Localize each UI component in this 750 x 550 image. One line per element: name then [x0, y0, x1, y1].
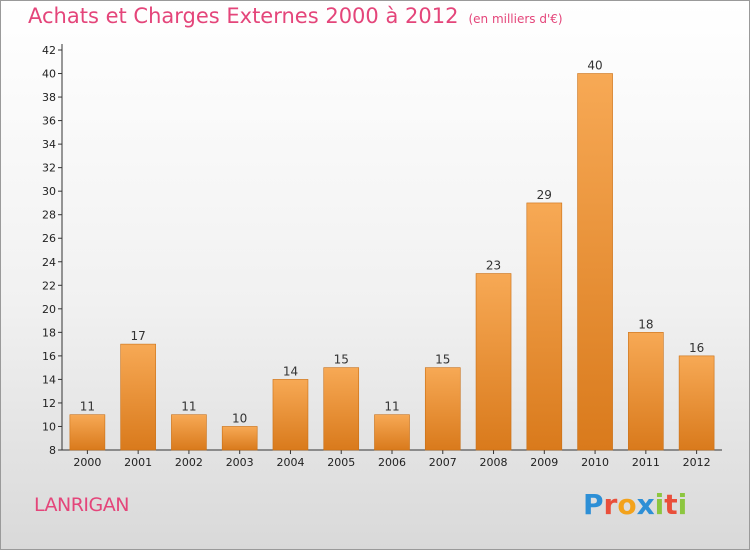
logo-letter: o	[617, 488, 637, 521]
bar	[69, 414, 106, 451]
x-tick-label: 2002	[175, 456, 203, 469]
y-tick-label: 40	[42, 68, 56, 81]
x-tick-label: 2007	[429, 456, 457, 469]
bar-value-label: 18	[638, 317, 653, 331]
x-tick-label: 2000	[73, 456, 101, 469]
chart-unit: (en milliers d'€)	[468, 12, 563, 26]
logo-letter: t	[664, 488, 678, 521]
y-tick-label: 28	[42, 209, 56, 222]
logo-letter: i	[677, 488, 688, 521]
y-tick-label: 8	[49, 444, 56, 457]
y-tick-label: 38	[42, 91, 56, 104]
x-tick-label: 2009	[530, 456, 558, 469]
x-tick-label: 2011	[632, 456, 660, 469]
x-tick-label: 2006	[378, 456, 406, 469]
bar	[323, 367, 360, 451]
bar	[526, 202, 563, 451]
y-tick-label: 30	[42, 185, 56, 198]
proxiti-logo: Proxiti	[583, 488, 687, 521]
y-tick-label: 16	[42, 350, 56, 363]
bar-value-label: 15	[334, 353, 349, 367]
x-tick-label: 2008	[480, 456, 508, 469]
bar	[120, 343, 156, 451]
bar	[424, 367, 461, 451]
x-tick-label: 2005	[327, 456, 355, 469]
bar-value-label: 16	[689, 341, 704, 355]
chart-title-text: Achats et Charges Externes 2000 à 2012	[28, 4, 459, 28]
x-tick-label: 2001	[124, 456, 152, 469]
bar	[678, 355, 715, 451]
bar-value-label: 11	[181, 400, 196, 414]
bar	[221, 426, 258, 451]
y-tick-label: 42	[42, 44, 56, 57]
bar-value-label: 10	[232, 411, 247, 425]
logo-letter: r	[603, 488, 618, 521]
y-tick-label: 22	[42, 279, 56, 292]
bar-value-label: 23	[486, 259, 501, 273]
bar-value-label: 40	[587, 59, 602, 73]
y-tick-label: 18	[42, 326, 56, 339]
x-tick-label: 2004	[276, 456, 304, 469]
bar	[374, 414, 410, 451]
chart-title: Achats et Charges Externes 2000 à 2012 (e…	[28, 4, 563, 28]
y-tick-label: 14	[42, 373, 56, 386]
y-tick-label: 34	[42, 138, 56, 151]
x-tick-label: 2012	[683, 456, 711, 469]
y-tick-label: 10	[42, 420, 56, 433]
bar	[475, 273, 512, 451]
bar	[577, 73, 613, 451]
y-tick-label: 12	[42, 397, 56, 410]
commune-name: LANRIGAN	[34, 494, 129, 516]
y-tick-label: 24	[42, 256, 56, 269]
logo-letter: x	[636, 488, 655, 521]
y-tick-label: 32	[42, 162, 56, 175]
y-tick-label: 36	[42, 115, 56, 128]
y-tick-label: 20	[42, 303, 56, 316]
logo-letter: i	[654, 488, 665, 521]
bar-value-label: 17	[131, 329, 146, 343]
x-tick-label: 2010	[581, 456, 609, 469]
x-tick-label: 2003	[226, 456, 254, 469]
bar	[628, 332, 664, 451]
bars: 11 17 11 10 14 15 11 15 23 29 40 18 16	[69, 59, 715, 451]
bar-value-label: 11	[80, 400, 95, 414]
y-tick-label: 26	[42, 232, 56, 245]
bar-value-label: 15	[435, 353, 450, 367]
bar-value-label: 11	[384, 400, 399, 414]
logo-letter: P	[583, 488, 604, 521]
bar-value-label: 29	[537, 188, 552, 202]
bar	[171, 414, 207, 451]
bar-value-label: 14	[283, 364, 298, 378]
bar	[272, 379, 309, 451]
